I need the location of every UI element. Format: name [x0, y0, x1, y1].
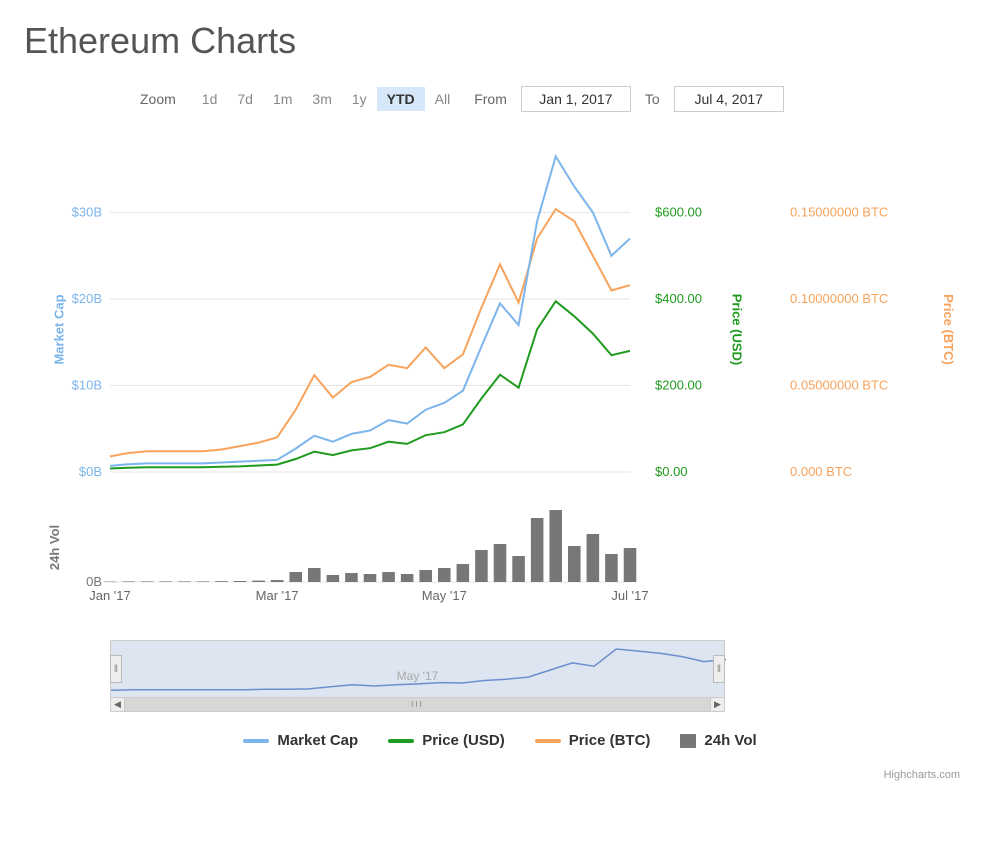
legend-swatch	[680, 734, 696, 748]
svg-text:0.10000000 BTC: 0.10000000 BTC	[790, 291, 888, 306]
svg-text:$0.00: $0.00	[655, 464, 688, 479]
svg-text:$200.00: $200.00	[655, 378, 702, 393]
scroll-thumb[interactable]: III	[125, 698, 710, 711]
svg-text:$10B: $10B	[72, 378, 102, 393]
range-controls: Zoom 1d7d1m3m1yYTDAll From Jan 1, 2017 T…	[140, 86, 980, 112]
chart-credit[interactable]: Highcharts.com	[20, 769, 960, 781]
svg-text:$30B: $30B	[72, 205, 102, 220]
zoom-7d-button[interactable]: 7d	[227, 87, 263, 111]
legend-item-price_usd[interactable]: Price (USD)	[388, 732, 505, 749]
zoom-label: Zoom	[140, 91, 176, 107]
navigator-scrollbar[interactable]: ◀ III ▶	[111, 697, 724, 711]
legend-label: Price (USD)	[422, 732, 505, 749]
zoom-3m-button[interactable]: 3m	[302, 87, 341, 111]
scroll-left-arrow[interactable]: ◀	[111, 698, 125, 712]
navigator-handle-left[interactable]: ǁ	[110, 655, 122, 683]
svg-text:$20B: $20B	[72, 291, 102, 306]
axis-title-marketcap: Market Cap	[52, 294, 67, 364]
date-from-input[interactable]: Jan 1, 2017	[521, 86, 631, 112]
date-to-input[interactable]: Jul 4, 2017	[674, 86, 784, 112]
navigator-month-label: May '17	[397, 669, 439, 683]
svg-text:0.000 BTC: 0.000 BTC	[790, 464, 852, 479]
navigator[interactable]: ǁ ǁ May '17 ◀ III ▶	[110, 640, 725, 712]
zoom-1m-button[interactable]: 1m	[263, 87, 302, 111]
legend-item-price_btc[interactable]: Price (BTC)	[535, 732, 651, 749]
legend-swatch	[243, 739, 269, 743]
legend-label: 24h Vol	[704, 732, 756, 749]
from-label: From	[474, 91, 507, 107]
to-label: To	[645, 91, 660, 107]
svg-text:0.15000000 BTC: 0.15000000 BTC	[790, 205, 888, 220]
chart-area: $0B $10B $20B $30B $0.00 $200.00 $400.00 $600.0…	[20, 142, 980, 612]
zoom-1d-button[interactable]: 1d	[192, 87, 228, 111]
svg-text:$400.00: $400.00	[655, 291, 702, 306]
chart-svg[interactable]: $0B $10B $20B $30B $0.00 $200.00 $400.00 $600.0…	[20, 142, 980, 612]
legend-swatch	[535, 739, 561, 743]
svg-text:$0B: $0B	[79, 464, 102, 479]
zoom-ytd-button[interactable]: YTD	[377, 87, 425, 111]
svg-text:$600.00: $600.00	[655, 205, 702, 220]
svg-text:0.05000000 BTC: 0.05000000 BTC	[790, 378, 888, 393]
legend-item-volume[interactable]: 24h Vol	[680, 732, 756, 749]
legend-swatch	[388, 739, 414, 743]
svg-text:Jan '17: Jan '17	[89, 588, 131, 603]
navigator-handle-right[interactable]: ǁ	[713, 655, 725, 683]
legend-label: Market Cap	[277, 732, 358, 749]
legend: Market Cap Price (USD) Price (BTC) 24h Vol	[20, 732, 980, 749]
axis-title-price-btc: Price (BTC)	[941, 294, 956, 365]
zoom-1y-button[interactable]: 1y	[342, 87, 377, 111]
axis-title-price-usd: Price (USD)	[730, 294, 745, 366]
svg-text:0B: 0B	[86, 574, 102, 589]
axis-title-volume: 24h Vol	[47, 525, 62, 570]
legend-label: Price (BTC)	[569, 732, 651, 749]
svg-text:May '17: May '17	[422, 588, 467, 603]
svg-text:Jul '17: Jul '17	[611, 588, 648, 603]
legend-item-market_cap[interactable]: Market Cap	[243, 732, 358, 749]
scroll-right-arrow[interactable]: ▶	[710, 698, 724, 712]
svg-text:Mar '17: Mar '17	[256, 588, 299, 603]
page-title: Ethereum Charts	[24, 20, 980, 62]
zoom-all-button[interactable]: All	[425, 87, 461, 111]
